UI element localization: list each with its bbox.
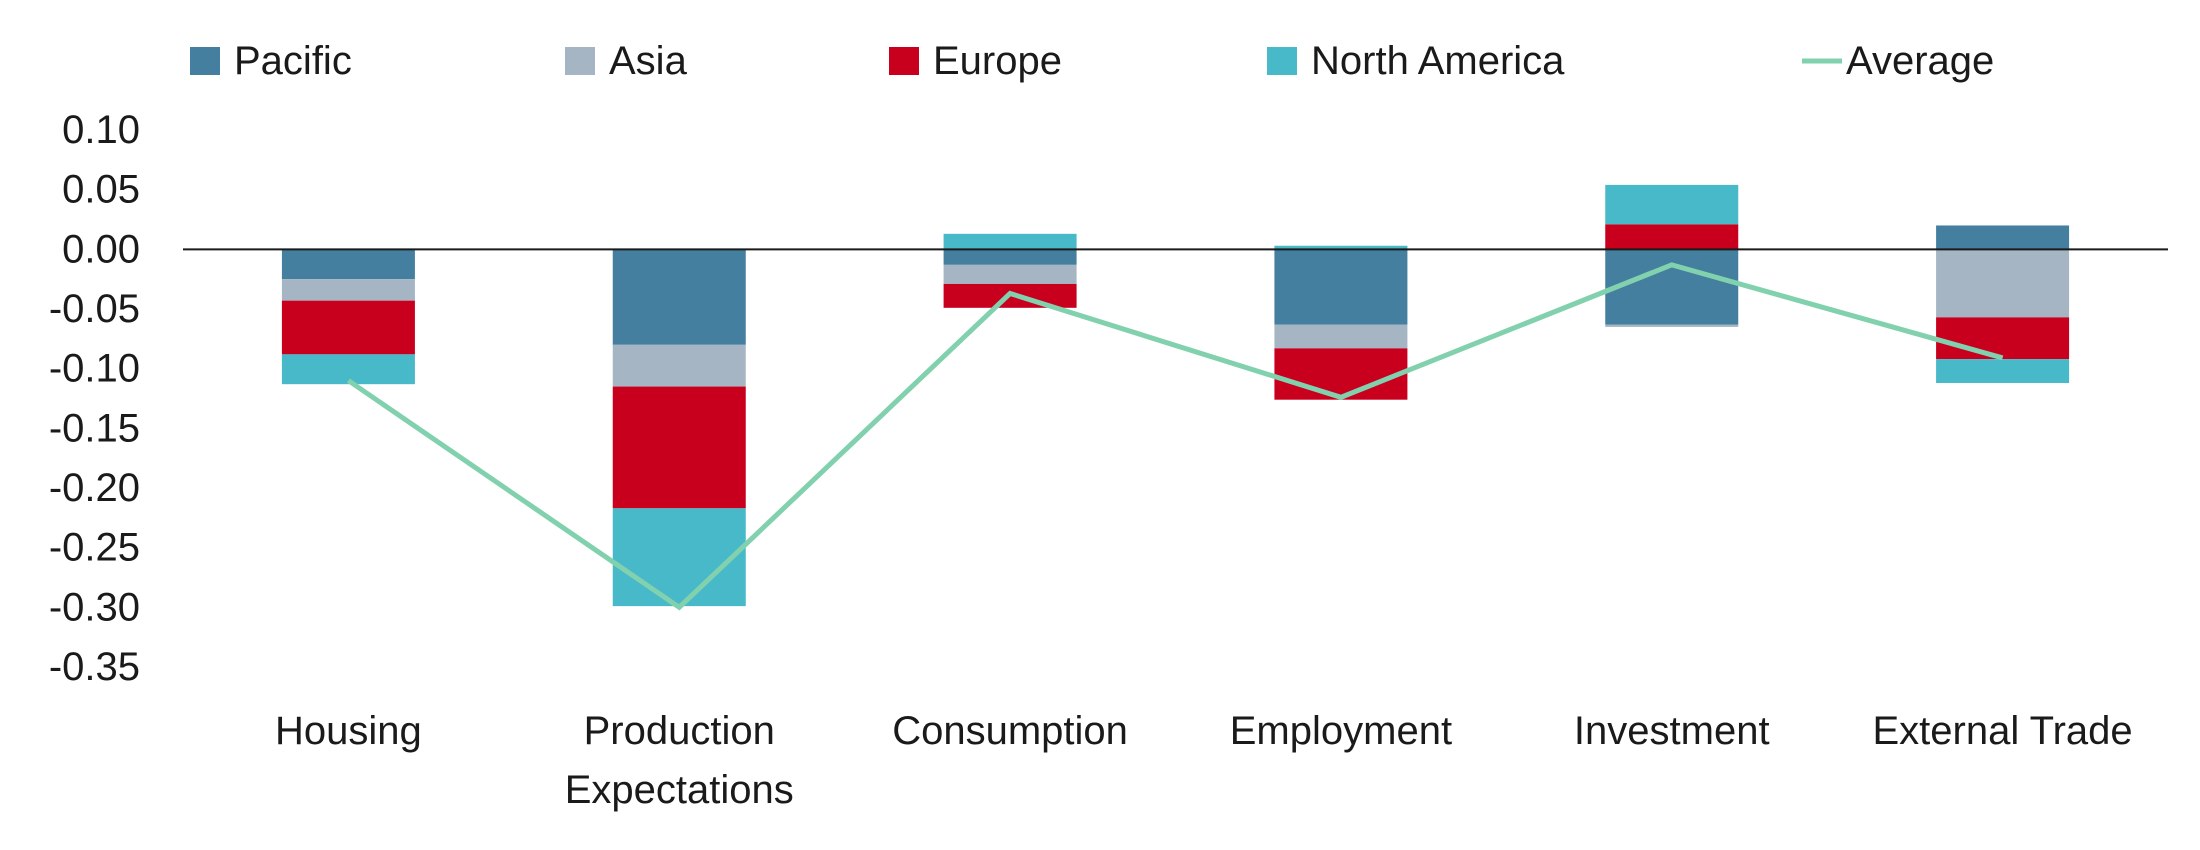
legend-item: Europe (889, 39, 1062, 83)
y-tick-label: -0.30 (49, 585, 140, 629)
y-tick-label: -0.20 (49, 466, 140, 510)
bar-segment (1605, 184, 1739, 225)
bar-segment (1605, 324, 1739, 327)
y-tick-label: -0.05 (49, 287, 140, 331)
legend-item: North America (1267, 39, 1565, 83)
legend-swatch (1267, 47, 1297, 75)
bar-segment (612, 508, 746, 607)
legend-label: Europe (933, 39, 1062, 83)
y-tick-label: 0.00 (62, 227, 140, 271)
bar-segment (1936, 249, 2070, 318)
bar-segment (943, 264, 1077, 284)
bar-segment (1274, 249, 1408, 325)
category-label: Housing (275, 709, 422, 753)
legend-swatch (565, 47, 595, 75)
legend: Pacific Asia Europe North America Average (190, 39, 1994, 83)
bar-segment (1274, 324, 1408, 349)
bar-segment (612, 386, 746, 509)
legend-item: Asia (565, 39, 688, 83)
bar-segment (612, 249, 746, 345)
y-tick-label: 0.10 (62, 108, 140, 152)
y-tick-label: -0.35 (49, 645, 140, 689)
y-tick-label: -0.25 (49, 526, 140, 570)
bar-segment (943, 249, 1077, 265)
bar-segment (1936, 317, 2070, 360)
legend-label: Asia (609, 39, 688, 83)
bar-segment (281, 354, 415, 385)
y-tick-label: 0.05 (62, 168, 140, 212)
bar-segment (1274, 348, 1408, 400)
bar-segment (281, 249, 415, 280)
y-axis: 0.10 0.05 0.00 -0.05 -0.10 -0.15 -0.20 -0.25 -0.… (49, 108, 140, 689)
average-line-layer (347, 262, 2004, 611)
category-label: Expectations (565, 768, 794, 812)
legend-item-average: Average (1802, 39, 1994, 83)
bars (281, 184, 2070, 607)
category-label: Production (584, 709, 775, 753)
legend-label: Average (1846, 39, 1994, 83)
bar-segment (281, 300, 415, 355)
bar-segment (612, 344, 746, 387)
average-line (347, 262, 2004, 611)
bar-segment (1605, 224, 1739, 250)
category-label: Investment (1574, 709, 1770, 753)
bar-segment (1274, 245, 1408, 250)
category-label: External Trade (1873, 709, 2133, 753)
bar-segment (1936, 359, 2070, 383)
category-label: Employment (1230, 709, 1452, 753)
legend-item: Pacific (190, 39, 352, 83)
y-tick-label: -0.15 (49, 406, 140, 450)
y-tick-label: -0.10 (49, 347, 140, 391)
legend-label: North America (1311, 39, 1565, 83)
category-label: Consumption (892, 709, 1128, 753)
bar-segment (1936, 225, 2070, 250)
legend-label: Pacific (234, 39, 352, 83)
bar-segment (281, 279, 415, 301)
bar-segment (1605, 249, 1739, 325)
legend-swatch (190, 47, 220, 75)
bar-segment (943, 233, 1077, 250)
x-axis: Housing Production Expectations Consumption… (275, 709, 2133, 812)
legend-swatch (889, 47, 919, 75)
